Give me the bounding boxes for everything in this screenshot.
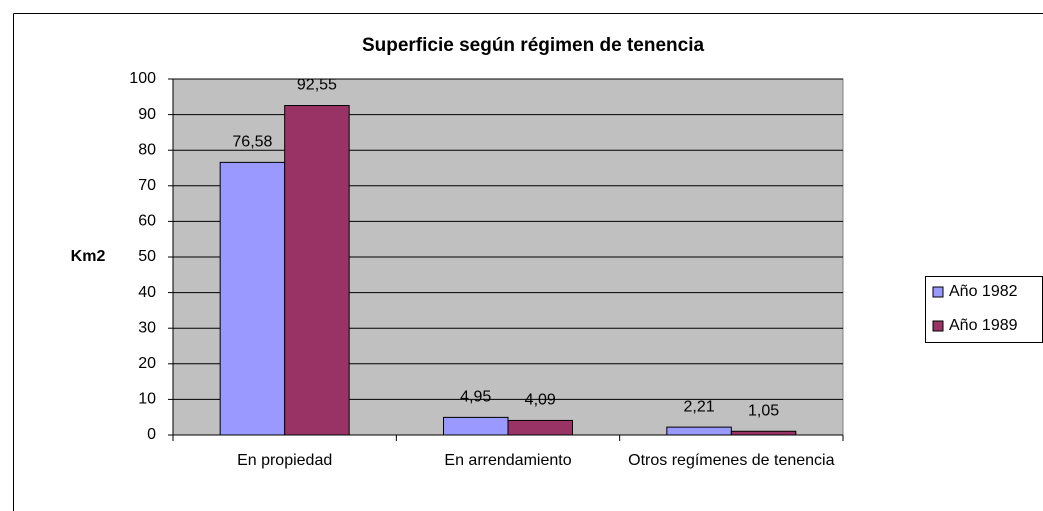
y-tick-label: 50	[138, 248, 156, 265]
x-tick-label: En propiedad	[237, 452, 333, 469]
x-tick-label: En arrendamiento	[444, 452, 572, 469]
y-tick-label: 30	[138, 319, 156, 336]
data-label: 4,95	[460, 389, 491, 406]
x-tick-label-box: Otros regímenes de tenencia	[628, 452, 835, 469]
chart-title: Superficie según régimen de tenencia	[362, 35, 705, 56]
y-tick-label: 80	[138, 141, 156, 158]
bar	[666, 426, 732, 436]
y-tick-label: 0	[147, 426, 156, 443]
y-tick-label: 100	[129, 70, 156, 87]
data-label: 76,58	[232, 134, 272, 151]
data-label: 92,55	[297, 77, 337, 94]
x-tick-label-box: En propiedad	[237, 452, 333, 469]
data-label: 4,09	[525, 392, 556, 409]
y-tick-label: 60	[138, 213, 156, 230]
x-tick-label: Otros regímenes de tenencia	[628, 452, 835, 469]
data-label: 1,05	[748, 402, 779, 419]
y-tick-label: 20	[138, 355, 156, 372]
legend-label: Año 1989	[949, 317, 1018, 334]
y-tick-label: 90	[138, 106, 156, 123]
x-tick-label-box: En arrendamiento	[444, 452, 572, 469]
y-tick-label: 70	[138, 177, 156, 194]
legend-swatch	[932, 320, 944, 332]
data-label: 2,21	[684, 398, 715, 415]
bar	[443, 416, 509, 436]
y-axis-label: Km2	[71, 248, 106, 265]
bar	[284, 105, 350, 436]
bar	[507, 419, 573, 436]
legend-swatch	[932, 286, 944, 298]
bar	[219, 161, 286, 436]
bar	[730, 430, 797, 436]
y-tick-label: 40	[138, 284, 156, 301]
y-tick-label: 10	[138, 391, 156, 408]
legend-label: Año 1982	[949, 283, 1018, 300]
